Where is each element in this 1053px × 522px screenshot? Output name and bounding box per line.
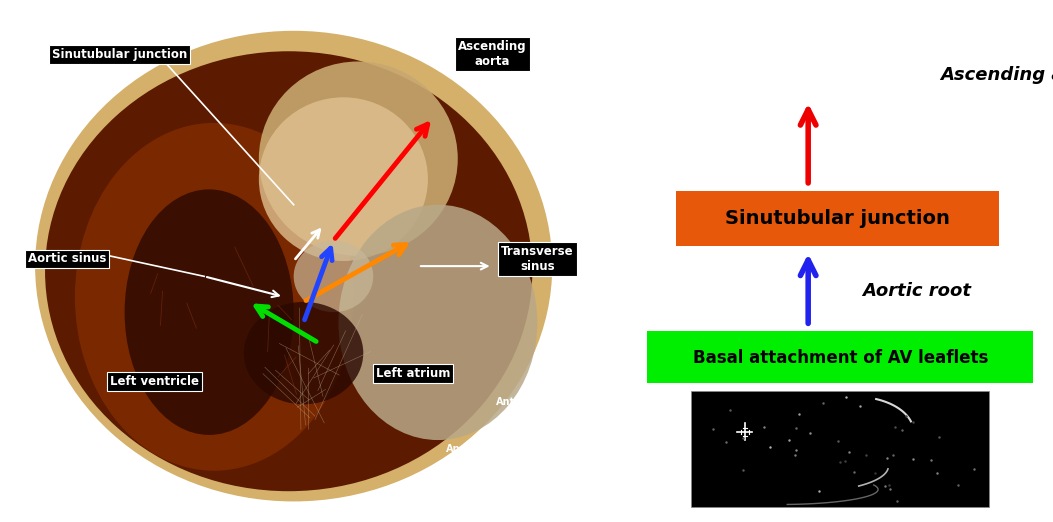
FancyBboxPatch shape xyxy=(691,392,989,507)
Text: Left atrium: Left atrium xyxy=(376,367,451,380)
Ellipse shape xyxy=(124,189,294,435)
Text: Transverse
sinus: Transverse sinus xyxy=(501,245,574,273)
Text: Left ventricle: Left ventricle xyxy=(110,375,199,388)
Ellipse shape xyxy=(294,241,373,312)
Text: Post.: Post. xyxy=(494,483,521,493)
Ellipse shape xyxy=(259,62,458,256)
Ellipse shape xyxy=(35,31,552,502)
Text: Ascending
aorta: Ascending aorta xyxy=(458,40,526,68)
Ellipse shape xyxy=(259,97,428,261)
Text: Ant.: Ant. xyxy=(496,397,519,407)
Text: Basal attachment of AV leaflets: Basal attachment of AV leaflets xyxy=(693,349,988,367)
Text: Base: Base xyxy=(540,444,567,454)
Text: Sinutubular junction: Sinutubular junction xyxy=(52,48,187,61)
Text: Sinutubular junction: Sinutubular junction xyxy=(726,209,950,228)
Text: Apex: Apex xyxy=(446,444,474,454)
FancyBboxPatch shape xyxy=(647,331,1033,383)
Ellipse shape xyxy=(338,205,537,440)
FancyBboxPatch shape xyxy=(676,191,999,246)
Ellipse shape xyxy=(45,51,533,491)
Ellipse shape xyxy=(75,123,354,471)
Polygon shape xyxy=(499,437,516,453)
Ellipse shape xyxy=(244,302,363,404)
Text: Ascending aorta: Ascending aorta xyxy=(940,66,1053,85)
Text: Aortic root: Aortic root xyxy=(862,282,971,300)
Text: Aortic sinus: Aortic sinus xyxy=(27,253,106,266)
